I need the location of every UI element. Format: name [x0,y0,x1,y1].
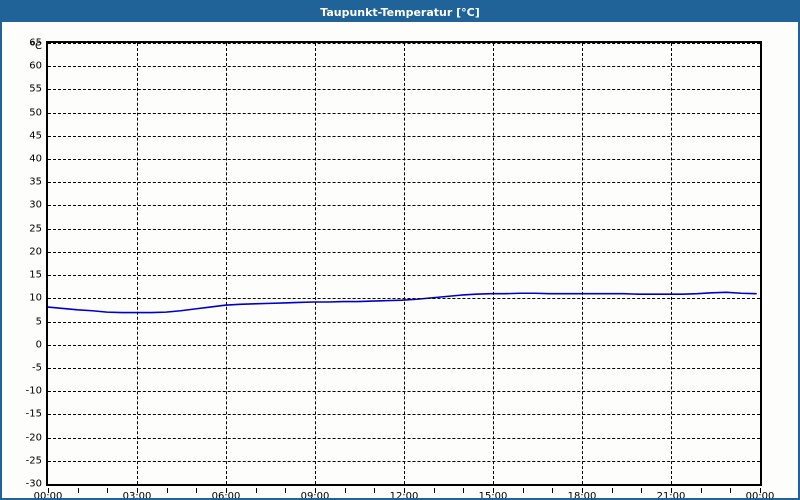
y-axis-tick-label: 25 [29,223,42,235]
y-axis-tick-label: 65 [29,37,42,49]
x-axis-tick-time: 06:00 [211,491,241,500]
series-line-taupunkt [48,291,757,314]
y-axis-tick-label: 55 [29,83,42,95]
y-axis-unit-label: °C [30,41,42,52]
x-axis-tick-mark [374,488,376,493]
x-axis-tick-time: 12:00 [389,491,419,500]
gridline-vertical [226,43,227,484]
x-axis-tick-time: 15:00 [478,491,508,500]
x-axis-tick-mark [315,488,316,493]
chart-area: °C 65 60 55 50 45 40 35 30 25 20 15 10 5 0 -5 -10 -15 -20… [2,22,798,498]
x-axis-tick-mark [552,488,554,493]
x-axis-tick-time: 09:00 [300,491,330,500]
y-axis-tick-label: -15 [25,408,42,420]
page-title: Taupunkt-Temperatur [°C] [320,5,480,19]
x-axis-tick-mark [760,488,761,493]
x-axis-tick-time: 18:00 [567,491,597,500]
x-axis-tick-mark [196,488,198,493]
x-axis-tick-mark [255,488,257,493]
x-axis-tick-time: 00:00 [745,491,775,500]
x-axis-tick-mark [641,488,643,493]
x-axis: 00:0006.10.2503:0006.10.2506:0006.10.250… [34,488,774,500]
x-axis-tick-mark [344,488,346,493]
y-axis-tick-label: -5 [32,362,42,374]
x-axis-tick-mark [166,488,168,493]
y-axis-tick-label: 5 [35,316,42,328]
gridline-vertical [315,43,316,484]
plot-frame [46,41,762,486]
x-axis-tick-mark [107,488,109,493]
y-axis-tick-label: -10 [25,385,42,397]
window-titlebar: Taupunkt-Temperatur [°C] [2,2,798,22]
x-axis-tick-mark [48,488,49,493]
x-axis-tick-mark [77,488,79,493]
y-axis-tick-label: 10 [29,292,42,304]
x-axis-tick-mark [404,488,405,493]
x-axis-tick-mark [700,488,702,493]
y-axis-tick-label: 45 [29,130,42,142]
y-axis-tick-label: 0 [35,339,42,351]
x-axis-tick-mark [611,488,613,493]
x-axis-tick-label: 00:0007.10.25 [738,490,783,500]
y-axis-tick-label: 40 [29,153,42,165]
y-axis-tick-label: -20 [25,432,42,444]
x-axis-tick-mark [493,488,494,493]
y-axis-tick-label: -30 [25,478,42,490]
y-axis-tick-label: 20 [29,246,42,258]
gridline-vertical [493,43,494,484]
y-axis-tick-label: 35 [29,176,42,188]
y-axis-tick-label: 50 [29,107,42,119]
y-axis-tick-label: -25 [25,455,42,467]
y-axis-tick-label: 60 [29,60,42,72]
x-axis-tick-mark [730,488,732,493]
gridline-vertical [671,43,672,484]
x-axis-tick-mark [226,488,227,493]
x-axis-tick-mark [671,488,672,493]
x-axis-tick-time: 21:00 [656,491,686,500]
x-axis-tick-mark [463,488,465,493]
y-axis: °C 65 60 55 50 45 40 35 30 25 20 15 10 5 0 -5 -10 -15 -20… [2,37,42,490]
y-axis-tick-label: 15 [29,269,42,281]
x-axis-tick-time: 00:00 [33,491,63,500]
x-axis-tick-mark [137,488,138,493]
y-axis-tick-label: 30 [29,199,42,211]
x-axis-tick-mark [433,488,435,493]
gridline-vertical [137,43,138,484]
gridline-vertical [582,43,583,484]
x-axis-tick-mark [285,488,287,493]
x-axis-tick-mark [582,488,583,493]
x-axis-tick-time: 03:00 [122,491,152,500]
gridline-vertical [404,43,405,484]
x-axis-tick-mark [522,488,524,493]
